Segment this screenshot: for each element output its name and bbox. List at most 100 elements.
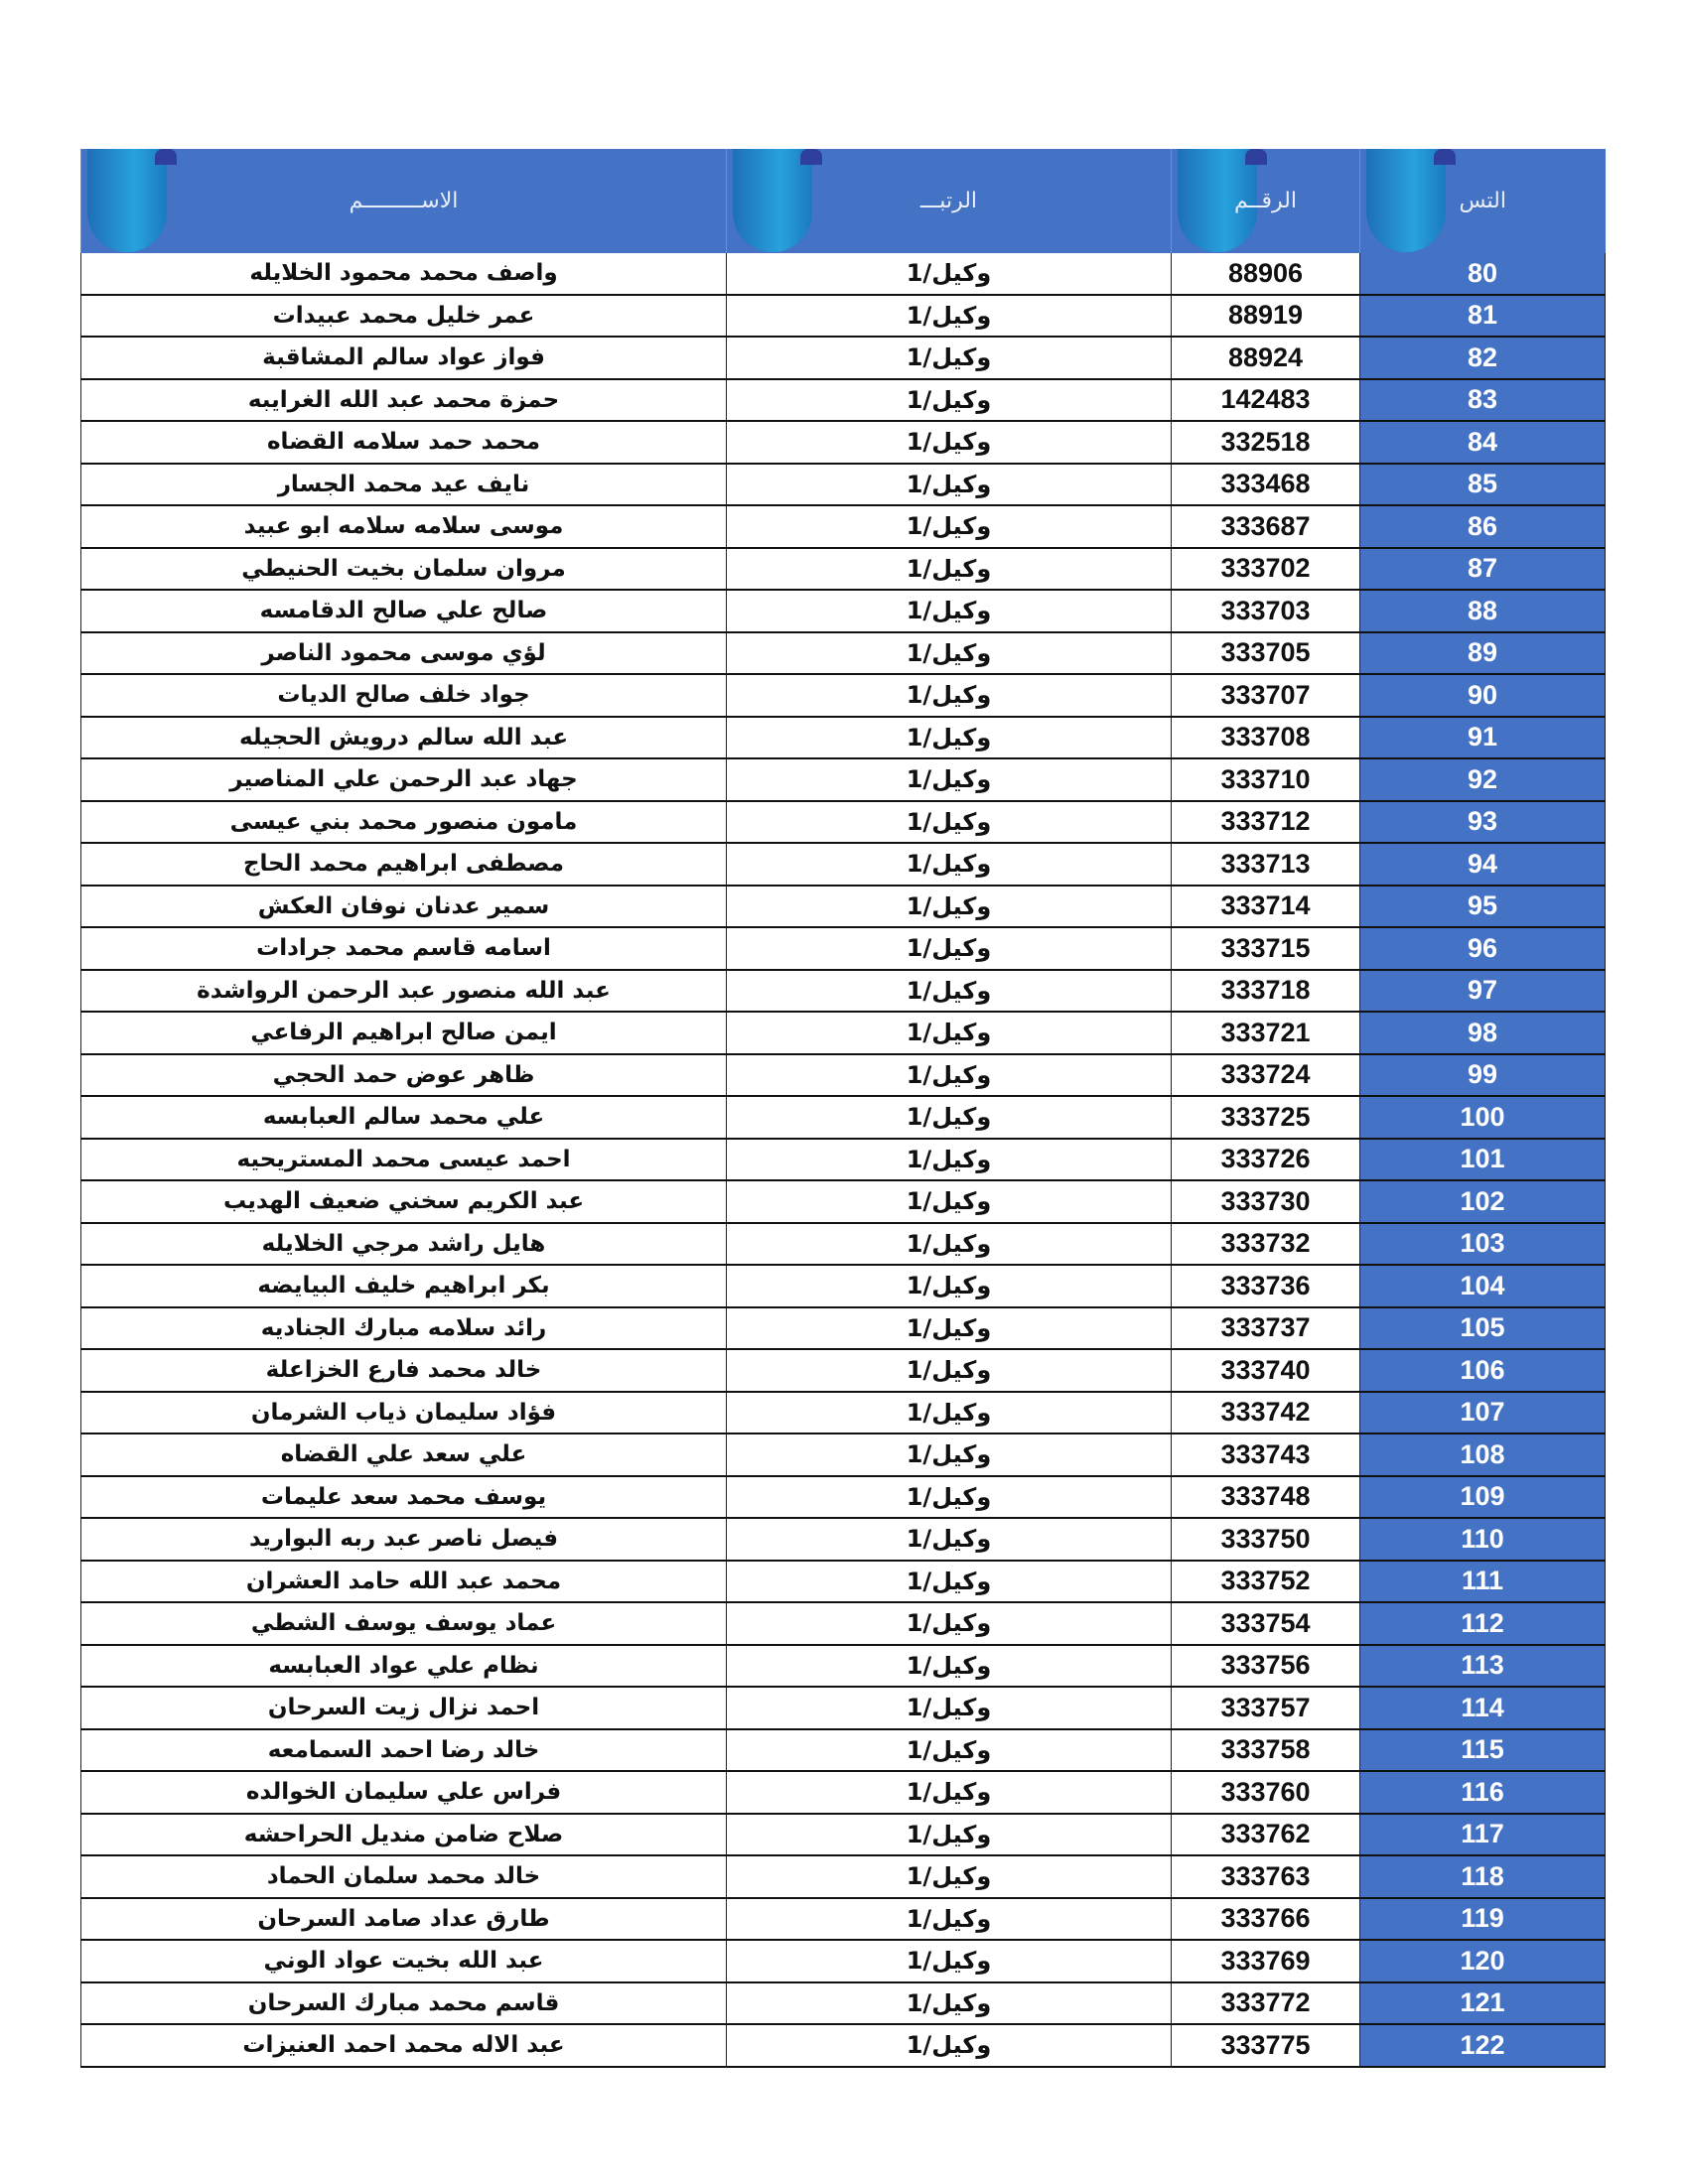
table-row: مامون منصور محمد بني عيسى وكيل/1 333712 93 bbox=[80, 800, 1606, 844]
table-row: عمر خليل محمد عبيدات وكيل/1 88919 81 bbox=[80, 294, 1606, 338]
table-row: عبد الله بخيت عواد الوني وكيل/1 333769 120 bbox=[80, 1940, 1606, 1983]
name-cell: ظاهر عوض حمد الحجي bbox=[80, 1053, 727, 1097]
serial-cell: 104 bbox=[1359, 1265, 1606, 1308]
table-row: عماد يوسف يوسف الشطي وكيل/1 333754 112 bbox=[80, 1602, 1606, 1646]
rank-cell: وكيل/1 bbox=[726, 927, 1172, 971]
table-row: فيصل ناصر عبد ربه البواريد وكيل/1 333750 11… bbox=[80, 1518, 1606, 1562]
header-tab-decoration bbox=[1366, 149, 1456, 252]
number-cell: 333769 bbox=[1171, 1940, 1360, 1983]
name-cell: خالد محمد سلمان الحماد bbox=[80, 1855, 727, 1899]
table-row: رائد سلامه مبارك الجناديه وكيل/1 333737 105 bbox=[80, 1306, 1606, 1350]
number-cell: 333742 bbox=[1171, 1391, 1360, 1434]
name-cell: خالد رضا احمد السمامعه bbox=[80, 1728, 727, 1772]
number-cell: 333712 bbox=[1171, 800, 1360, 844]
table-row: نايف عيد محمد الجسار وكيل/1 333468 85 bbox=[80, 463, 1606, 506]
serial-cell: 100 bbox=[1359, 1096, 1606, 1140]
rank-cell: وكيل/1 bbox=[726, 843, 1172, 887]
name-cell: جواد خلف صالح الديات bbox=[80, 674, 727, 718]
number-cell: 333743 bbox=[1171, 1433, 1360, 1477]
table-row: احمد نزال زيت السرحان وكيل/1 333757 114 bbox=[80, 1687, 1606, 1730]
name-cell: مروان سلمان بخيت الحنيطي bbox=[80, 547, 727, 591]
table-row: خالد محمد فارع الخزاعلة وكيل/1 333740 106 bbox=[80, 1349, 1606, 1393]
table-row: خالد رضا احمد السمامعه وكيل/1 333758 115 bbox=[80, 1728, 1606, 1772]
serial-cell: 122 bbox=[1359, 2024, 1606, 2068]
number-cell: 333710 bbox=[1171, 758, 1360, 802]
serial-cell: 102 bbox=[1359, 1180, 1606, 1224]
serial-cell: 80 bbox=[1359, 253, 1606, 296]
rank-cell: وكيل/1 bbox=[726, 1644, 1172, 1688]
table-row: واصف محمد محمود الخلايله وكيل/1 88906 80 bbox=[80, 253, 1606, 296]
serial-cell: 93 bbox=[1359, 800, 1606, 844]
table-row: هايل راشد مرجي الخلايله وكيل/1 333732 103 bbox=[80, 1222, 1606, 1266]
number-cell: 333748 bbox=[1171, 1475, 1360, 1519]
serial-cell: 112 bbox=[1359, 1602, 1606, 1646]
rank-cell: وكيل/1 bbox=[726, 505, 1172, 549]
name-cell: صالح علي صالح الدقامسه bbox=[80, 590, 727, 633]
serial-cell: 85 bbox=[1359, 463, 1606, 506]
name-cell: عبد الله بخيت عواد الوني bbox=[80, 1940, 727, 1983]
rank-cell: وكيل/1 bbox=[726, 1096, 1172, 1140]
name-cell: مصطفى ابراهيم محمد الحاج bbox=[80, 843, 727, 887]
number-cell: 333756 bbox=[1171, 1644, 1360, 1688]
rank-cell: وكيل/1 bbox=[726, 1518, 1172, 1562]
serial-cell: 90 bbox=[1359, 674, 1606, 718]
name-cell: عماد يوسف يوسف الشطي bbox=[80, 1602, 727, 1646]
serial-cell: 107 bbox=[1359, 1391, 1606, 1434]
number-cell: 333732 bbox=[1171, 1222, 1360, 1266]
table-row: فواز عواد سالم المشاقبة وكيل/1 88924 82 bbox=[80, 337, 1606, 380]
number-cell: 333708 bbox=[1171, 716, 1360, 759]
serial-cell: 82 bbox=[1359, 337, 1606, 380]
serial-cell: 86 bbox=[1359, 505, 1606, 549]
table-row: علي محمد سالم العبابسه وكيل/1 333725 100 bbox=[80, 1096, 1606, 1140]
table-row: عبد الكريم سخني ضعيف الهديب وكيل/1 333730 1… bbox=[80, 1180, 1606, 1224]
rank-cell: وكيل/1 bbox=[726, 1306, 1172, 1350]
name-cell: واصف محمد محمود الخلايله bbox=[80, 253, 727, 296]
number-cell: 333718 bbox=[1171, 969, 1360, 1013]
serial-cell: 117 bbox=[1359, 1813, 1606, 1856]
table-row: قاسم محمد مبارك السرحان وكيل/1 333772 121 bbox=[80, 1981, 1606, 2025]
serial-cell: 118 bbox=[1359, 1855, 1606, 1899]
name-cell: فيصل ناصر عبد ربه البواريد bbox=[80, 1518, 727, 1562]
name-cell: عبد الله سالم درويش الحجيله bbox=[80, 716, 727, 759]
serial-cell: 108 bbox=[1359, 1433, 1606, 1477]
name-cell: نظام علي عواد العبابسه bbox=[80, 1644, 727, 1688]
number-cell: 333707 bbox=[1171, 674, 1360, 718]
rank-cell: وكيل/1 bbox=[726, 547, 1172, 591]
serial-cell: 81 bbox=[1359, 294, 1606, 338]
name-cell: فواز عواد سالم المشاقبة bbox=[80, 337, 727, 380]
serial-cell: 95 bbox=[1359, 885, 1606, 928]
serial-cell: 103 bbox=[1359, 1222, 1606, 1266]
number-cell: 88919 bbox=[1171, 294, 1360, 338]
rank-cell: وكيل/1 bbox=[726, 1475, 1172, 1519]
header-number-label: الرقــم bbox=[1233, 189, 1297, 213]
rank-cell: وكيل/1 bbox=[726, 1813, 1172, 1856]
number-cell: 333702 bbox=[1171, 547, 1360, 591]
table-row: مروان سلمان بخيت الحنيطي وكيل/1 333702 87 bbox=[80, 547, 1606, 591]
name-cell: فراس علي سليمان الخوالده bbox=[80, 1771, 727, 1815]
number-cell: 333750 bbox=[1171, 1518, 1360, 1562]
number-cell: 333772 bbox=[1171, 1981, 1360, 2025]
name-cell: رائد سلامه مبارك الجناديه bbox=[80, 1306, 727, 1350]
number-cell: 333721 bbox=[1171, 1012, 1360, 1055]
rank-cell: وكيل/1 bbox=[726, 631, 1172, 675]
number-cell: 333726 bbox=[1171, 1138, 1360, 1181]
rank-cell: وكيل/1 bbox=[726, 716, 1172, 759]
serial-cell: 89 bbox=[1359, 631, 1606, 675]
name-cell: لؤي موسى محمود الناصر bbox=[80, 631, 727, 675]
serial-cell: 113 bbox=[1359, 1644, 1606, 1688]
header-tab-decoration bbox=[1178, 149, 1267, 252]
serial-cell: 96 bbox=[1359, 927, 1606, 971]
table-row: بكر ابراهيم خليف البيايضه وكيل/1 333736 104 bbox=[80, 1265, 1606, 1308]
serial-cell: 105 bbox=[1359, 1306, 1606, 1350]
number-cell: 333766 bbox=[1171, 1897, 1360, 1941]
name-cell: نايف عيد محمد الجسار bbox=[80, 463, 727, 506]
number-cell: 333758 bbox=[1171, 1728, 1360, 1772]
table-row: موسى سلامه سلامه ابو عبيد وكيل/1 333687 86 bbox=[80, 505, 1606, 549]
serial-cell: 109 bbox=[1359, 1475, 1606, 1519]
header-rank-label: الرتبـــ bbox=[919, 189, 978, 213]
header-serial: التس bbox=[1359, 149, 1606, 253]
rank-cell: وكيل/1 bbox=[726, 1687, 1172, 1730]
serial-cell: 119 bbox=[1359, 1897, 1606, 1941]
number-cell: 333714 bbox=[1171, 885, 1360, 928]
number-cell: 333705 bbox=[1171, 631, 1360, 675]
